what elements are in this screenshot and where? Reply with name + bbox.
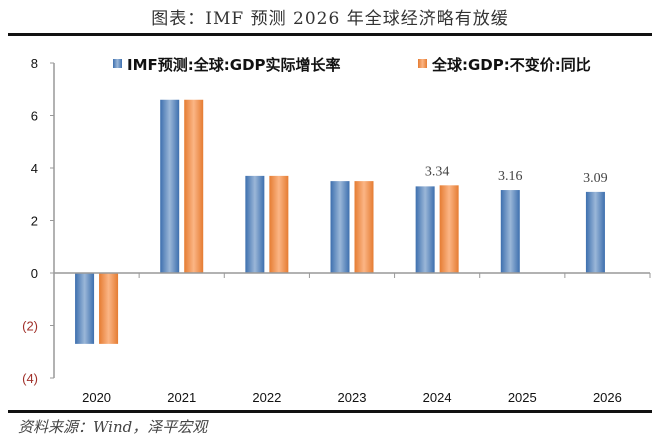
bar-imf-forecast-2022 [245, 175, 265, 273]
legend-label-series-0: IMF预测:全球:GDP实际增长率 [127, 56, 341, 74]
data-label: 3.09 [583, 171, 608, 186]
bars [75, 99, 605, 344]
data-label: 3.16 [498, 169, 523, 184]
y-tick-label: (4) [22, 371, 38, 386]
top-rule [8, 33, 652, 36]
x-tick-label: 2022 [252, 390, 281, 405]
x-axis: 2020 2021 2022 2023 2024 2025 2026 [54, 272, 651, 405]
x-tick-label: 2025 [508, 390, 537, 405]
bar-imf-forecast-2023 [330, 181, 350, 273]
chart-title: 图表：IMF 预测 2026 年全球经济略有放缓 [151, 9, 509, 29]
bottom-rule [8, 410, 652, 413]
bar-actual-2021 [184, 99, 204, 273]
y-tick-label: 4 [31, 161, 38, 176]
x-tick-label: 2020 [82, 390, 111, 405]
y-tick-label: (2) [22, 319, 38, 334]
bar-imf-forecast-2025 [500, 190, 520, 273]
legend-swatch-series-0 [113, 59, 122, 68]
bar-actual-2024 [439, 185, 459, 273]
legend-swatch-series-1 [418, 59, 427, 68]
legend-label-series-1: 全球:GDP:不变价:同比 [431, 56, 591, 74]
bar-actual-2020 [99, 273, 119, 344]
y-tick-label: 6 [31, 109, 38, 124]
y-tick-label: 0 [31, 266, 38, 281]
source-note: 资料来源：Wind，泽平宏观 [18, 418, 208, 436]
bar-imf-forecast-2024 [415, 186, 435, 273]
bar-imf-forecast-2021 [160, 99, 180, 273]
y-tick-label: 8 [31, 56, 38, 71]
x-tick-label: 2023 [338, 390, 367, 405]
y-tick-label: 2 [31, 214, 38, 229]
x-tick-label: 2021 [167, 390, 196, 405]
bar-imf-forecast-2026 [585, 191, 605, 273]
bar-imf-forecast-2020 [75, 273, 95, 344]
bar-actual-2023 [354, 181, 374, 273]
x-tick-label: 2026 [593, 390, 622, 405]
bar-actual-2022 [269, 175, 289, 273]
data-labels: 3.34 3.16 3.09 [425, 164, 608, 186]
legend: IMF预测:全球:GDP实际增长率 全球:GDP:不变价:同比 [113, 56, 591, 74]
x-tick-label: 2024 [423, 390, 452, 405]
y-axis: 8 6 4 2 0 (2) (4) [22, 56, 55, 386]
data-label: 3.34 [425, 164, 450, 179]
